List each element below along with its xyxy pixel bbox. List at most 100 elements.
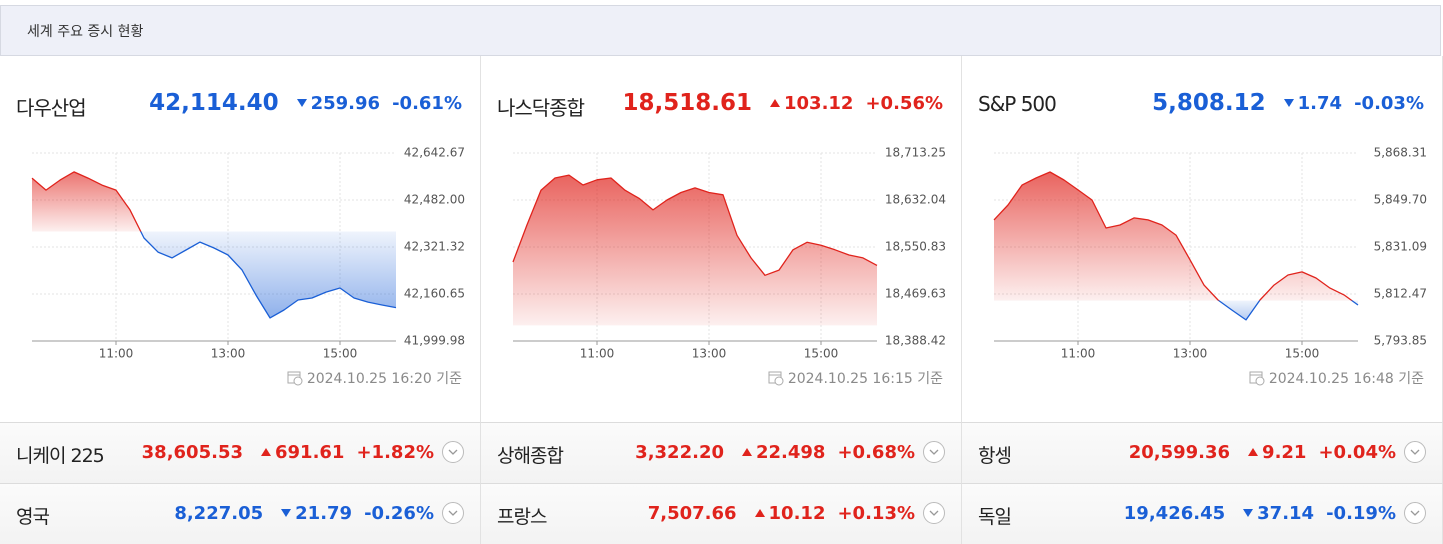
index-name: 독일: [978, 506, 1012, 528]
change: 10.12: [754, 502, 826, 524]
change-pct: +0.13%: [837, 502, 915, 524]
change-value: 10.12: [768, 502, 826, 524]
quote: 42,114.40 259.96 -0.61%: [149, 90, 462, 116]
list-row: 독일 19,426.45 37.14 -0.19%: [962, 483, 1443, 544]
x-tick-label: 11:00: [99, 347, 134, 361]
list-row: 영국 8,227.05 21.79 -0.26%: [0, 483, 481, 544]
chevron: [1410, 510, 1420, 516]
timestamp: 2024.10.25 16:20 기준: [287, 368, 462, 388]
index-panel: 나스닥종합 18,518.61 103.12 +0.56% 18,388.42 18,46…: [481, 56, 962, 422]
y-tick-label: 5,812.47: [1374, 286, 1427, 300]
quote: 3,322.20 22.498 +0.68%: [635, 441, 945, 463]
index-panel: 다우산업 42,114.40 259.96 -0.61% 41,999.98 42,160…: [0, 56, 481, 422]
change: 259.96: [296, 92, 381, 114]
y-tick-label: 18,713.25: [885, 146, 946, 160]
change-value: 691.61: [275, 441, 345, 463]
x-tick-label: 13:00: [211, 347, 246, 361]
chevron: [448, 449, 458, 455]
list-row: 항셍 20,599.36 9.21 +0.04%: [962, 422, 1443, 483]
change-value: 9.21: [1262, 441, 1307, 463]
quote: 38,605.53 691.61 +1.82%: [142, 441, 464, 463]
index-name: 프랑스: [497, 506, 547, 528]
price: 20,599.36: [1128, 441, 1231, 463]
chart: 5,793.85 5,812.47 5,831.09 5,849.70 5,868.31…: [993, 146, 1427, 361]
list-row: 프랑스 7,507.66 10.12 +0.13%: [481, 483, 962, 544]
change-pct: +0.56%: [865, 92, 943, 114]
price-line: [993, 171, 1359, 321]
x-tick-label: 11:00: [1061, 347, 1096, 361]
price: 3,322.20: [635, 441, 724, 463]
change-pct: -0.03%: [1354, 92, 1424, 114]
change: 9.21: [1248, 442, 1306, 463]
clock-icon: [768, 371, 784, 386]
change: 22.498: [742, 442, 825, 463]
expand-button[interactable]: [923, 441, 945, 463]
change: 103.12: [770, 93, 853, 114]
price: 18,518.61: [622, 90, 753, 116]
y-tick-label: 42,642.67: [404, 146, 465, 160]
x-tick-label: 15:00: [323, 347, 358, 361]
arrow-up: [742, 448, 752, 456]
quote: 19,426.45 37.14 -0.19%: [1124, 502, 1426, 524]
quote: 18,518.61 103.12 +0.56%: [623, 90, 944, 116]
change-pct: -0.19%: [1326, 502, 1396, 524]
change-value: 1.74: [1297, 92, 1343, 114]
change-value: 259.96: [310, 92, 381, 114]
area: [994, 172, 1358, 320]
arrow-up: [261, 448, 271, 456]
expand-button[interactable]: [1404, 441, 1426, 463]
x-tick-label: 15:00: [804, 347, 839, 361]
expand-button[interactable]: [923, 502, 945, 524]
list-row: 니케이 225 38,605.53 691.61 +1.82%: [0, 422, 481, 483]
header-title: 세계 주요 증시 현황: [27, 24, 144, 40]
y-tick-label: 42,160.65: [404, 287, 465, 301]
y-tick-label: 41,999.98: [404, 334, 465, 348]
change-value: 37.14: [1257, 502, 1315, 524]
index-name: S&P 500: [978, 92, 1057, 116]
index-name: 다우산업: [16, 96, 87, 120]
chart: 41,999.98 42,160.65 42,321.32 42,482.00 42,6…: [31, 146, 465, 361]
chevron: [1410, 449, 1420, 455]
x-tick-label: 15:00: [1285, 347, 1320, 361]
price: 19,426.45: [1123, 502, 1226, 524]
index-name: 상해종합: [497, 445, 564, 467]
price: 8,227.05: [174, 502, 264, 524]
arrow-down: [281, 509, 292, 517]
index-name: 항셍: [978, 445, 1012, 467]
price: 7,507.66: [647, 502, 737, 524]
quote: 8,227.05 21.79 -0.26%: [174, 502, 464, 524]
y-tick-label: 5,831.09: [1374, 239, 1427, 253]
y-tick-label: 18,550.83: [885, 240, 946, 254]
quote: 5,808.12 1.74 -0.03%: [1152, 90, 1424, 116]
price: 38,605.53: [141, 441, 243, 463]
change: 691.61: [261, 442, 344, 463]
y-tick-label: 5,793.85: [1374, 334, 1427, 348]
quote: 20,599.36 9.21 +0.04%: [1129, 441, 1426, 463]
change-pct: -0.61%: [392, 92, 462, 114]
header: 세계 주요 증시 현황: [0, 5, 1441, 56]
arrow-down: [1243, 509, 1254, 517]
timestamp: 2024.10.25 16:15 기준: [768, 368, 943, 388]
arrow-up: [770, 99, 780, 107]
list-row: 상해종합 3,322.20 22.498 +0.68%: [481, 422, 962, 483]
expand-button[interactable]: [442, 441, 464, 463]
quote: 7,507.66 10.12 +0.13%: [648, 502, 945, 524]
change-value: 21.79: [295, 502, 353, 524]
chevron: [929, 449, 939, 455]
change: 21.79: [281, 503, 352, 524]
price-line: [31, 171, 397, 319]
price: 5,808.12: [1152, 90, 1266, 116]
y-tick-label: 18,388.42: [885, 334, 946, 348]
change-pct: +0.04%: [1318, 441, 1396, 463]
chart: 18,388.42 18,469.63 18,550.83 18,632.04 18,7…: [512, 146, 946, 361]
arrow-up: [754, 509, 765, 517]
y-tick-label: 18,469.63: [885, 286, 946, 300]
chevron: [929, 510, 939, 516]
y-tick-label: 42,482.00: [404, 192, 465, 206]
y-tick-label: 42,321.32: [404, 240, 465, 254]
timestamp: 2024.10.25 16:48 기준: [1249, 368, 1424, 388]
expand-button[interactable]: [1404, 502, 1426, 524]
index-name: 니케이 225: [16, 445, 105, 467]
arrow-up: [1248, 448, 1259, 456]
expand-button[interactable]: [442, 502, 464, 524]
